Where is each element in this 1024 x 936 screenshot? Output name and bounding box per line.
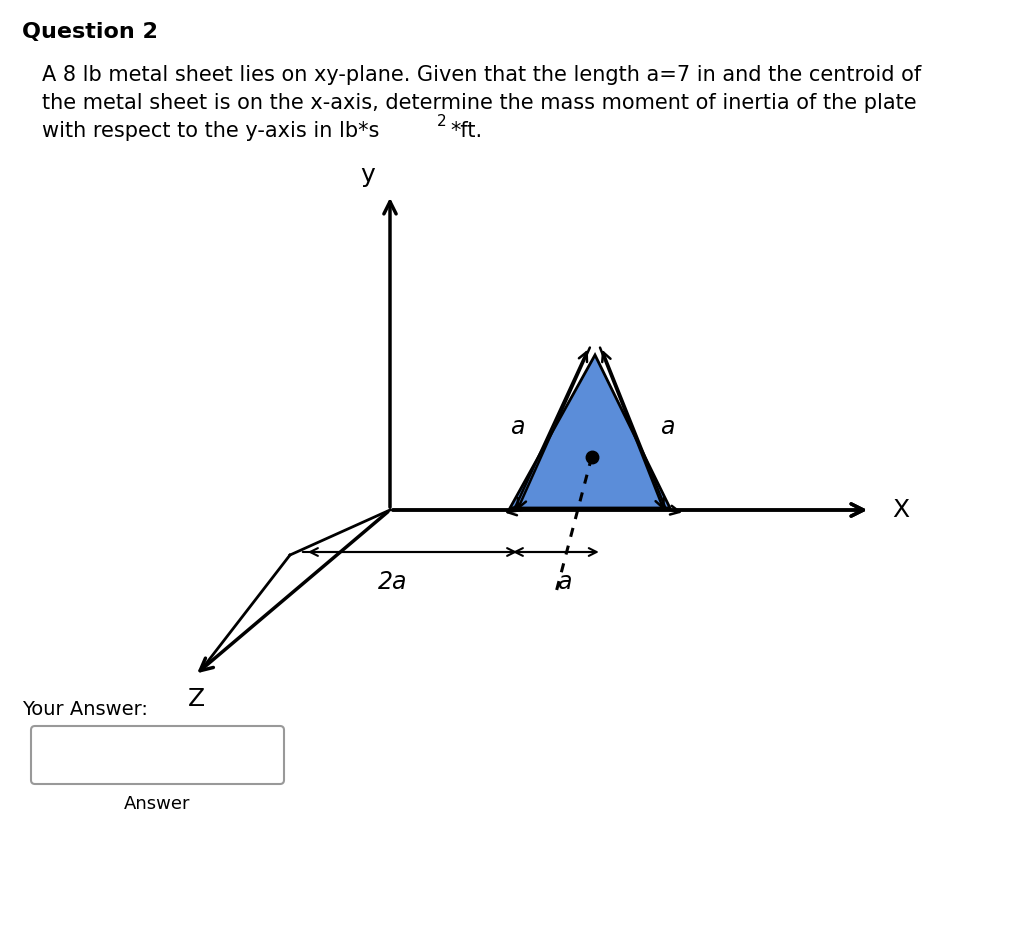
Text: Z: Z <box>187 687 205 711</box>
Text: a: a <box>660 415 675 438</box>
Polygon shape <box>510 355 670 508</box>
Text: with respect to the y-axis in lb*s: with respect to the y-axis in lb*s <box>42 121 379 141</box>
Text: Your Answer:: Your Answer: <box>22 700 147 719</box>
Text: a: a <box>510 415 524 438</box>
Text: the metal sheet is on the x-axis, determine the mass moment of inertia of the pl: the metal sheet is on the x-axis, determ… <box>42 93 916 113</box>
FancyBboxPatch shape <box>31 726 284 784</box>
Text: X: X <box>892 498 909 522</box>
Text: y: y <box>360 163 376 187</box>
Text: A 8 lb metal sheet lies on xy-plane. Given that the length a=7 in and the centro: A 8 lb metal sheet lies on xy-plane. Giv… <box>42 65 922 85</box>
Text: 2a: 2a <box>378 570 408 594</box>
Text: *ft.: *ft. <box>450 121 482 141</box>
Text: Question 2: Question 2 <box>22 22 158 42</box>
Text: 2: 2 <box>437 114 446 129</box>
Text: a: a <box>557 570 571 594</box>
Text: Answer: Answer <box>124 795 190 813</box>
